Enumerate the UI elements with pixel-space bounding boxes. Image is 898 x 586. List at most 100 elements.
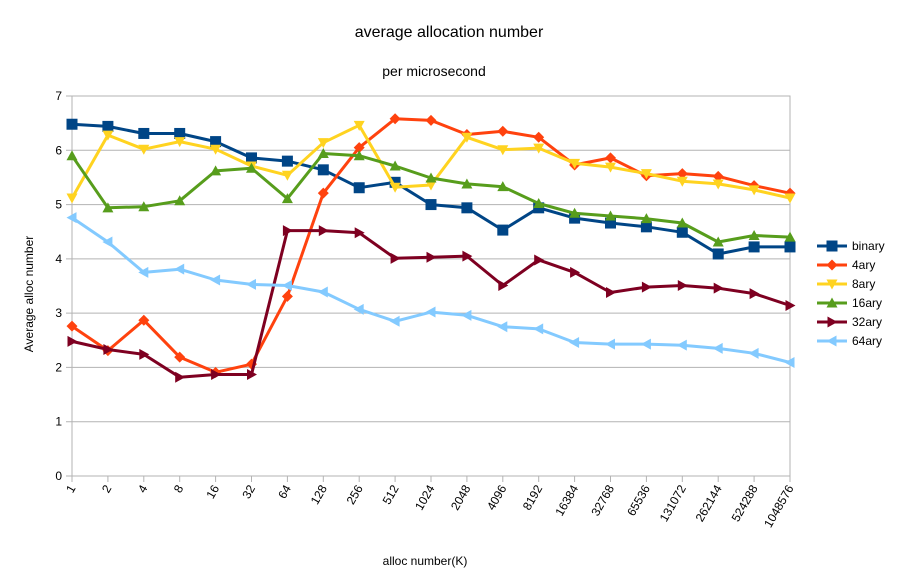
- data-point: [605, 217, 616, 229]
- series-16ary: [66, 148, 796, 247]
- data-point: [784, 357, 795, 369]
- data-point: [461, 202, 473, 214]
- data-point: [353, 120, 365, 131]
- data-point: [640, 221, 652, 233]
- data-point: [748, 185, 760, 196]
- legend-label: 16ary: [852, 296, 882, 310]
- data-point: [785, 300, 796, 312]
- data-point: [676, 217, 688, 228]
- legend-label: 64ary: [852, 334, 882, 348]
- x-tick-label: 524288: [729, 482, 761, 524]
- y-tick-label: 7: [55, 89, 62, 103]
- data-point: [827, 316, 838, 328]
- x-tick-label: 512: [380, 482, 402, 507]
- x-tick-label: 32: [239, 482, 258, 501]
- data-point: [784, 193, 796, 204]
- data-point: [66, 150, 78, 161]
- data-point: [826, 240, 838, 252]
- x-tick-label: 1: [63, 482, 79, 495]
- y-axis-label: Average alloc number: [22, 236, 36, 353]
- series-binary: [66, 118, 796, 260]
- data-point: [103, 344, 114, 356]
- data-point: [281, 170, 293, 181]
- data-point: [676, 176, 688, 187]
- x-tick-label: 8192: [520, 482, 546, 512]
- legend-item-8ary: 8ary: [817, 277, 875, 291]
- data-point: [676, 339, 687, 351]
- data-point: [676, 226, 688, 238]
- legend-item-binary: binary: [817, 239, 885, 253]
- data-point: [497, 125, 509, 137]
- data-point: [138, 127, 150, 139]
- data-point: [247, 368, 257, 380]
- data-point: [606, 287, 616, 299]
- data-point: [174, 263, 185, 275]
- data-point: [640, 338, 651, 350]
- data-point: [138, 201, 150, 212]
- data-point: [533, 323, 544, 335]
- x-ticks: 1 2 4 8 16 32 64 128 256 512 1024 2048 4096 8192 16384…: [63, 476, 797, 530]
- data-point: [139, 348, 150, 360]
- data-point: [748, 347, 759, 359]
- y-tick-label: 3: [55, 306, 62, 320]
- data-point: [138, 144, 150, 155]
- data-point: [712, 236, 724, 247]
- data-point: [174, 195, 186, 206]
- data-point: [317, 164, 329, 176]
- data-point: [569, 158, 581, 169]
- legend-label: 32ary: [852, 315, 882, 329]
- x-tick-label: 2048: [448, 482, 474, 512]
- data-point: [389, 160, 401, 171]
- data-point: [281, 279, 292, 291]
- data-point: [389, 315, 400, 327]
- data-point: [570, 266, 581, 278]
- data-point: [174, 351, 186, 363]
- x-tick-label: 2: [99, 482, 115, 495]
- data-point: [210, 136, 222, 148]
- data-point: [67, 335, 78, 347]
- legend-item-64ary: 64ary: [817, 334, 882, 348]
- data-point: [425, 199, 437, 211]
- x-tick-label: 1024: [412, 482, 438, 512]
- data-point: [677, 279, 688, 291]
- series-layer: [66, 113, 796, 383]
- x-tick-label: 262144: [693, 482, 725, 524]
- data-point: [640, 169, 652, 180]
- x-tick-label: 64: [275, 482, 294, 501]
- legend-item-16ary: 16ary: [817, 296, 882, 310]
- data-point: [210, 274, 221, 286]
- data-point: [748, 230, 760, 241]
- data-point: [102, 130, 114, 141]
- data-point: [712, 248, 724, 260]
- legend: binary 4ary 8ary 16ary 32ary 64ary: [817, 239, 885, 348]
- data-point: [102, 202, 114, 213]
- x-tick-label: 65536: [624, 482, 653, 518]
- data-point: [534, 254, 545, 266]
- data-point: [66, 212, 77, 224]
- x-tick-label: 256: [344, 482, 366, 507]
- data-point: [318, 225, 329, 237]
- data-point: [66, 320, 78, 332]
- data-point: [389, 113, 401, 125]
- x-axis-label: alloc number(K): [383, 554, 468, 568]
- data-point: [353, 142, 365, 154]
- data-point: [497, 224, 509, 236]
- x-tick-label: 8: [171, 482, 187, 495]
- data-point: [462, 250, 473, 262]
- x-tick-label: 1048576: [761, 482, 797, 530]
- data-point: [605, 338, 615, 350]
- x-tick-label: 32768: [588, 482, 617, 518]
- data-point: [281, 193, 293, 204]
- data-point: [605, 210, 616, 221]
- data-point: [317, 148, 329, 159]
- data-point: [211, 368, 222, 380]
- data-point: [712, 170, 724, 182]
- data-point: [533, 143, 545, 154]
- y-tick-label: 2: [55, 360, 62, 374]
- series-line: [71, 117, 791, 374]
- data-point: [784, 231, 796, 242]
- data-point: [317, 187, 329, 199]
- data-point: [605, 152, 616, 164]
- legend-label: binary: [852, 239, 885, 253]
- data-point: [641, 281, 652, 293]
